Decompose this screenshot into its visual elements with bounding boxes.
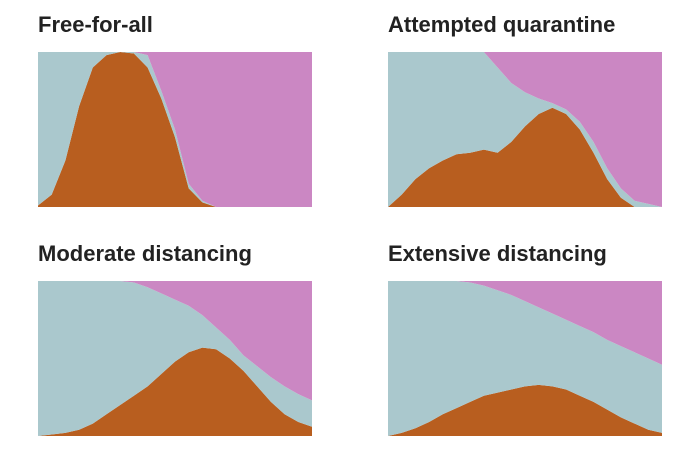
area (388, 52, 662, 207)
area (38, 281, 312, 401)
area (38, 281, 312, 436)
chart-title: Extensive distancing (388, 241, 607, 266)
area (388, 384, 662, 436)
chart-title: Attempted quarantine (388, 12, 615, 37)
area (38, 347, 312, 436)
chart-title: Free-for-all (38, 12, 153, 37)
area (38, 52, 312, 207)
area (388, 281, 662, 436)
area (388, 52, 662, 207)
chart-title: Moderate distancing (38, 241, 252, 266)
area (388, 107, 662, 207)
area (388, 281, 662, 365)
area (38, 52, 312, 207)
